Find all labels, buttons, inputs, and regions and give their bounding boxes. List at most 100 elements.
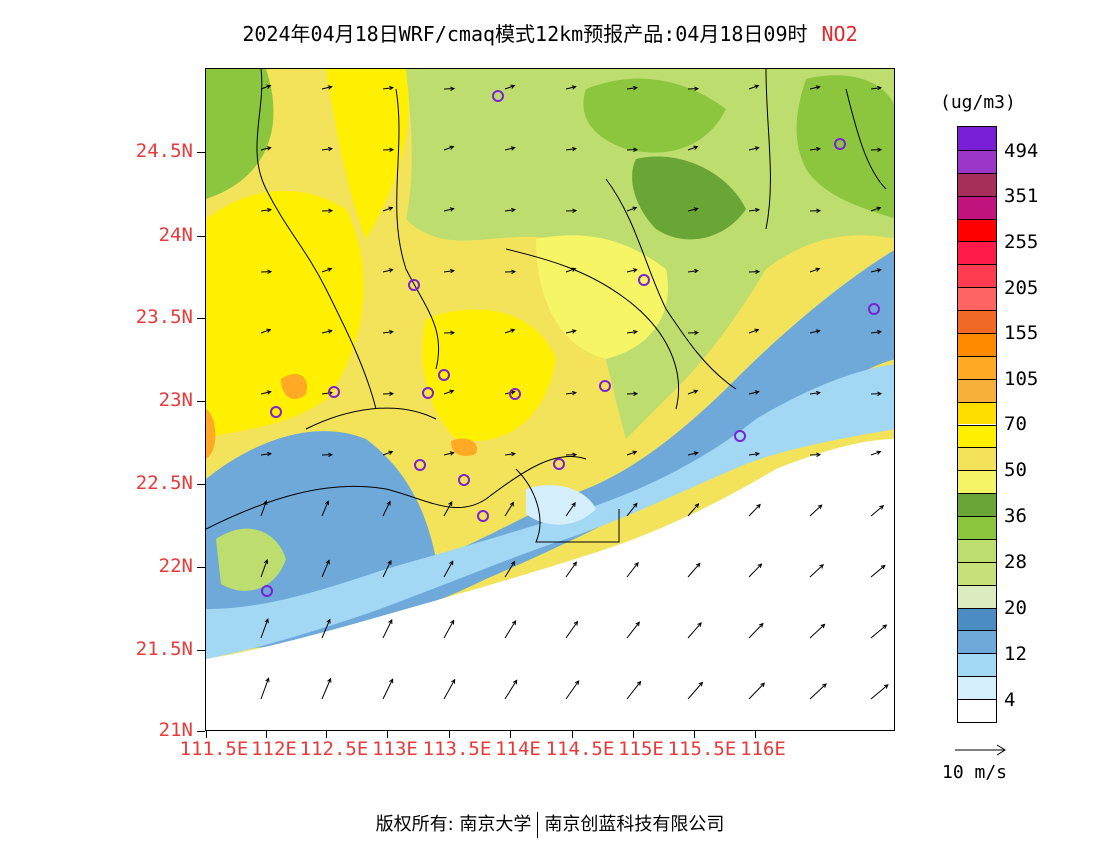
wind-arrow-icon <box>809 504 823 517</box>
lon-label: 112E <box>251 738 297 760</box>
wind-arrow-icon <box>443 330 456 336</box>
wind-arrow-icon <box>504 328 516 334</box>
wind-arrow-icon <box>626 391 639 397</box>
wind-arrow-icon <box>626 561 639 578</box>
wind-arrow-icon <box>260 618 269 639</box>
wind-arrow-icon <box>870 564 886 578</box>
lon-tick <box>572 731 573 738</box>
wind-arrow-icon <box>443 501 453 517</box>
legend-label: 36 <box>1004 505 1027 527</box>
wind-arrow-icon <box>748 503 761 517</box>
station-marker-icon[interactable] <box>477 510 489 522</box>
wind-arrow-icon <box>260 677 270 700</box>
lon-label: 113E <box>372 738 418 760</box>
legend-unit: (ug/m3) <box>940 92 1016 113</box>
concentration-map[interactable] <box>205 68 895 731</box>
lon-label: 115.5E <box>667 738 737 760</box>
station-marker-icon[interactable] <box>868 303 880 315</box>
wind-arrow-icon <box>809 452 822 458</box>
legend-swatch <box>958 172 996 196</box>
station-marker-icon[interactable] <box>438 369 450 381</box>
map-canvas <box>206 69 894 730</box>
station-marker-icon[interactable] <box>270 406 282 418</box>
lat-tick <box>197 152 205 153</box>
wind-arrow-icon <box>504 269 517 275</box>
wind-arrow-icon <box>809 623 826 639</box>
station-marker-icon[interactable] <box>599 380 611 392</box>
hk-plume <box>526 485 596 525</box>
lat-tick <box>197 567 205 568</box>
wind-arrow-icon <box>260 451 272 457</box>
wind-arrow-icon <box>565 267 577 273</box>
station-marker-icon[interactable] <box>414 459 426 471</box>
lon-label: 111.5E <box>179 738 249 760</box>
lat-label: 21.5N <box>135 638 193 660</box>
wind-arrow-icon <box>748 682 766 700</box>
wind-arrow-icon <box>260 499 268 517</box>
station-marker-icon[interactable] <box>553 458 565 470</box>
wind-arrow-icon <box>504 560 516 578</box>
station-marker-icon[interactable] <box>328 386 340 398</box>
footer-divider <box>537 812 539 838</box>
wind-arrow-icon <box>565 501 576 517</box>
wind-arrow-icon <box>748 451 760 457</box>
legend-swatch <box>958 310 996 333</box>
color-legend <box>957 126 997 723</box>
map-title: 2024年04月18日WRF/cmaq模式12km预报产品:04月18日09时 N… <box>0 18 1100 47</box>
station-marker-icon[interactable] <box>458 474 470 486</box>
wind-arrow-icon <box>321 500 330 517</box>
legend-swatch <box>958 378 996 402</box>
legend-label: 4 <box>1004 689 1016 711</box>
wind-arrow-icon <box>687 145 699 151</box>
station-marker-icon[interactable] <box>734 430 746 442</box>
company-name: 南京创蓝科技有限公司 <box>544 814 725 835</box>
lat-tick <box>197 650 205 651</box>
lon-label: 114.5E <box>545 738 615 760</box>
wind-arrow-icon <box>626 680 642 700</box>
lat-tick <box>197 318 205 319</box>
legend-swatch <box>958 493 996 517</box>
lon-tick <box>326 731 327 738</box>
lat-label: 22N <box>158 555 193 577</box>
wind-arrow-icon <box>870 684 889 700</box>
wind-arrow-icon <box>260 390 272 395</box>
wind-arrow-icon <box>382 678 394 700</box>
wind-arrow-icon <box>504 501 515 517</box>
legend-swatch <box>958 195 996 219</box>
station-marker-icon[interactable] <box>492 90 504 102</box>
legend-swatch <box>958 264 996 288</box>
wind-arrow-icon <box>443 268 455 274</box>
wind-arrow-icon <box>687 330 700 336</box>
lat-label: 21N <box>158 719 193 741</box>
legend-swatch <box>958 630 996 654</box>
station-marker-icon[interactable] <box>422 387 434 399</box>
wind-arrow-icon <box>260 328 272 334</box>
lon-label: 112.5E <box>299 738 369 760</box>
station-marker-icon[interactable] <box>408 279 420 291</box>
green-west-north <box>206 69 274 199</box>
wind-arrow-icon <box>687 451 699 456</box>
lon-tick <box>387 731 388 738</box>
wind-reference-label: 10 m/s <box>942 762 1008 783</box>
wind-arrow-icon <box>565 620 579 639</box>
high-core-west <box>206 190 364 439</box>
wind-arrow-icon <box>809 390 821 396</box>
wind-arrow-icon <box>748 84 760 90</box>
wind-arrow-icon <box>321 267 333 273</box>
wind-arrow-icon <box>748 207 760 213</box>
wind-arrow-icon <box>321 559 330 578</box>
wind-arrow-icon <box>382 206 394 212</box>
wind-arrow-icon <box>504 84 516 90</box>
wind-arrow-icon <box>565 680 580 700</box>
station-marker-icon[interactable] <box>261 585 273 597</box>
wind-arrow-icon <box>504 451 516 457</box>
wind-arrow-icon <box>321 329 333 334</box>
station-marker-icon[interactable] <box>509 388 521 400</box>
legend-swatch <box>958 470 996 494</box>
legend-label: 351 <box>1004 185 1039 207</box>
legend-label: 12 <box>1004 643 1027 665</box>
station-marker-icon[interactable] <box>834 138 846 150</box>
lon-label: 114E <box>495 738 541 760</box>
wind-arrow-icon <box>687 86 700 92</box>
station-marker-icon[interactable] <box>638 274 650 286</box>
